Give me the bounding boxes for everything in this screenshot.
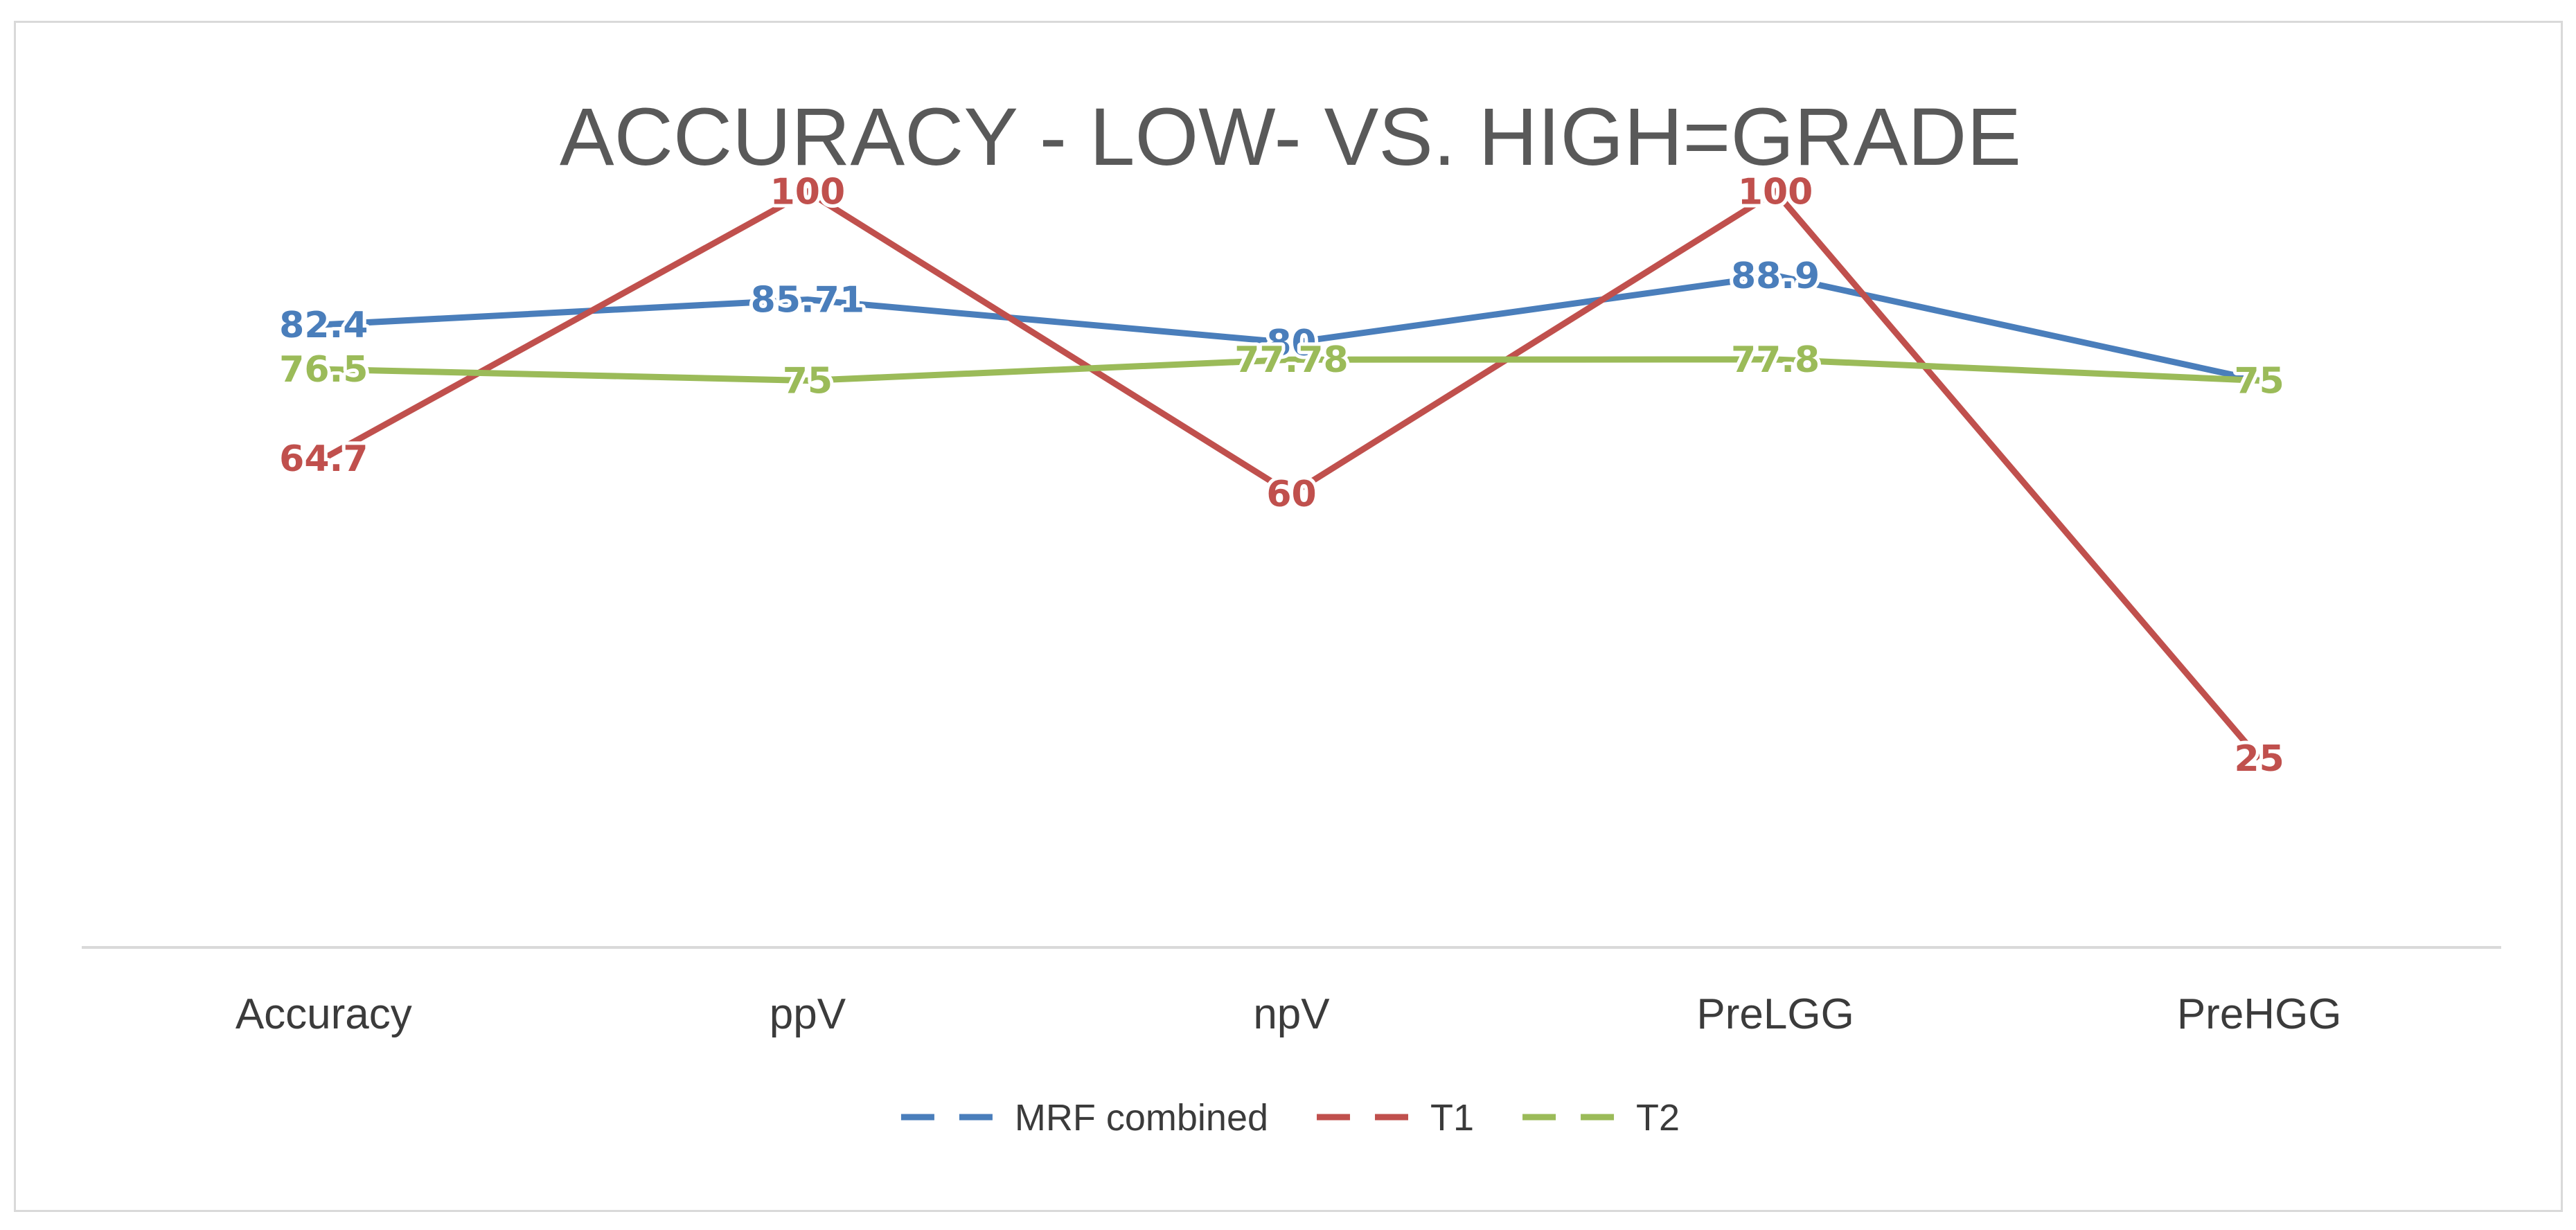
category-label-prehgg: PreHGG bbox=[2177, 990, 2342, 1038]
data-label-mrf-combined-prelgg: 88.9 bbox=[1731, 256, 1820, 297]
legend-item-t1: T1 bbox=[1317, 1097, 1474, 1139]
category-label-accuracy: Accuracy bbox=[236, 990, 412, 1038]
data-label-layer: 82.4 85.71 80 88.9 64.7 100 60 100 25 76.5 75 77.78… bbox=[276, 168, 2288, 783]
legend-label-mrf-combined: MRF combined bbox=[1015, 1097, 1268, 1139]
data-label-t1-ppv: 100 bbox=[770, 172, 846, 213]
data-label-t1-accuracy: 64.7 bbox=[279, 438, 368, 480]
data-label-mrf-combined-npv: 80 bbox=[1266, 323, 1316, 364]
series-line-t1 bbox=[322, 187, 2262, 761]
data-label-mrf-combined-accuracy: 82.4 bbox=[279, 305, 368, 346]
data-label-t1-npv: 60 bbox=[1266, 474, 1316, 515]
category-axis-labels: Accuracy ppV npV PreLGG PreHGG bbox=[236, 990, 2342, 1038]
category-label-ppv: ppV bbox=[770, 990, 846, 1038]
legend-label-t1: T1 bbox=[1430, 1097, 1474, 1139]
series-line-mrf-combined bbox=[323, 272, 2260, 384]
data-label-t2-npv: 77.78 bbox=[1234, 339, 1348, 381]
legend: MRF combined T1 T2 bbox=[900, 1097, 1680, 1139]
line-chart: ACCURACY - LOW- VS. HIGH=GRADE 82.4 85.71… bbox=[82, 91, 2501, 1139]
data-label-t1-prehgg: 25 bbox=[2235, 738, 2284, 780]
data-label-t2-ppv: 75 bbox=[783, 361, 833, 402]
series-line-t2 bbox=[323, 356, 2259, 384]
chart-title: ACCURACY - LOW- VS. HIGH=GRADE bbox=[560, 91, 2021, 183]
data-label-t2-prelgg: 77.8 bbox=[1731, 339, 1820, 381]
data-label-mrf-combined-ppv: 85.71 bbox=[751, 280, 864, 321]
category-label-prelgg: PreLGG bbox=[1696, 990, 1854, 1038]
legend-label-t2: T2 bbox=[1636, 1097, 1680, 1139]
legend-item-t2: T2 bbox=[1522, 1097, 1680, 1139]
chart-frame: ACCURACY - LOW- VS. HIGH=GRADE 82.4 85.71… bbox=[14, 21, 2563, 1212]
series-layer bbox=[322, 187, 2262, 761]
category-label-npv: npV bbox=[1253, 990, 1330, 1038]
data-label-t1-prelgg: 100 bbox=[1738, 172, 1813, 213]
data-label-t2-accuracy: 76.5 bbox=[279, 349, 368, 391]
data-label-t2-prehgg: 75 bbox=[2235, 361, 2284, 402]
legend-item-mrf-combined: MRF combined bbox=[900, 1097, 1268, 1139]
